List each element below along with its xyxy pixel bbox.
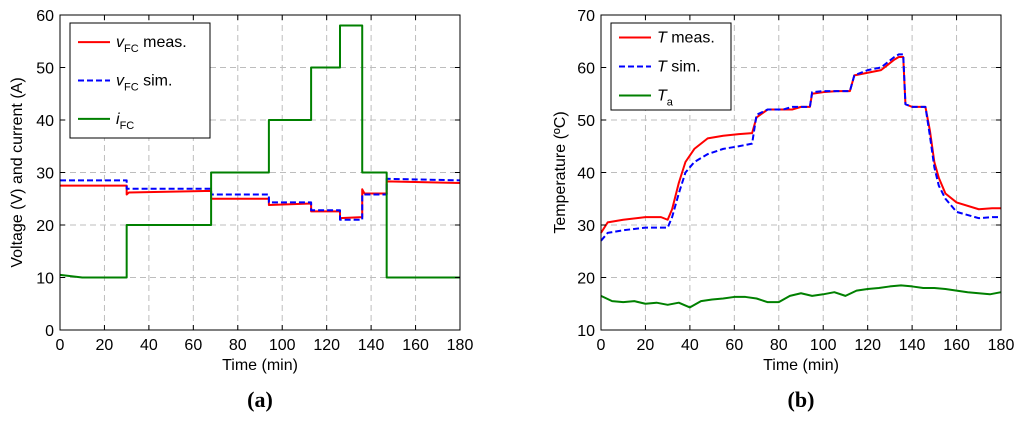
panel-a-x-tick-label: 0 [56,337,65,354]
panel-a-x-tick-label: 100 [269,337,296,354]
panel-a-y-tick-label: 40 [36,113,54,130]
panel-b-x-tick-label: 120 [854,337,881,354]
panel-b-x-tick-label: 140 [899,337,926,354]
panel-a-y-tick-label: 50 [36,61,54,78]
panel-b-y-tick-label: 50 [577,113,595,130]
panel-b-y-axis-label: Temperature (ºC) [552,111,569,233]
panel-a-x-axis-label: Time (min) [222,357,298,374]
panel-b-x-tick-label: 160 [943,337,970,354]
panel-b-y-tick-label: 60 [577,61,595,78]
panel-a-series-line-1 [60,177,461,221]
panel-b-series-line-1 [600,53,1001,242]
panel-b-x-tick-label: 100 [810,337,837,354]
panel-b-x-axis-label: Time (min) [763,357,839,374]
panel-b-y-tick-label: 70 [577,8,595,25]
panel-a-series-line-2 [59,24,460,279]
panel-a-legend-entry-1: vFC sim. [116,73,172,94]
panel-a-y-axis-label: Voltage (V) and current (A) [9,77,26,267]
panel-a-x-tick-label: 120 [313,337,340,354]
panel-a-x-tick-label: 80 [229,337,247,354]
panel-a-legend-entry-0: vFC meas. [116,34,187,55]
panel-a-chart: 0 20 40 60 80 100 120 140 160 180 0 10 20 30 40 50 60 Tim… [9,8,473,412]
panel-a-legend-entry-2: iFC [116,111,134,132]
panel-b-x-tick-label: 60 [725,337,743,354]
panel-a-y-tick-label: 20 [36,218,54,235]
panel-b-legend-entry-1: T sim. [657,59,701,76]
panel-a-series-line-0 [60,180,461,220]
panel-b-series-line-0 [600,56,1001,234]
panel-b-legend-entry-2: Ta [657,88,674,109]
panel-b-series-line-2 [600,284,1002,309]
panel-b-y-tick-label: 10 [577,323,595,340]
panel-b-y-tick-label: 20 [577,271,595,288]
panel-b-y-tick-label: 40 [577,166,595,183]
panel-a-y-tick-label: 60 [36,8,54,25]
panel-a-panel-label: (a) [247,387,273,412]
panel-a-y-tick-label: 30 [36,166,54,183]
panel-a-x-tick-label: 180 [447,337,474,354]
panel-b-x-tick-label: 80 [770,337,788,354]
panel-a-x-tick-label: 140 [358,337,385,354]
panel-a-x-tick-label: 40 [140,337,158,354]
panel-b-chart: 0 20 40 60 80 100 120 140 160 180 10 20 30 40 50 60 70 Ti… [552,8,1014,412]
panel-a-x-tick-label: 160 [402,337,429,354]
panel-b-legend-entry-0: T meas. [657,30,715,47]
panel-b-y-tick-label: 30 [577,218,595,235]
panel-b-x-tick-label: 20 [637,337,655,354]
panel-a-y-tick-label: 0 [45,323,54,340]
panel-b-x-tick-label: 0 [597,337,606,354]
panel-b-panel-label: (b) [788,387,815,412]
panel-a-x-tick-label: 60 [184,337,202,354]
panel-a-x-tick-label: 20 [96,337,114,354]
panel-b-x-tick-label: 40 [681,337,699,354]
panel-b-x-tick-label: 180 [988,337,1015,354]
panel-a-y-tick-label: 10 [36,271,54,288]
